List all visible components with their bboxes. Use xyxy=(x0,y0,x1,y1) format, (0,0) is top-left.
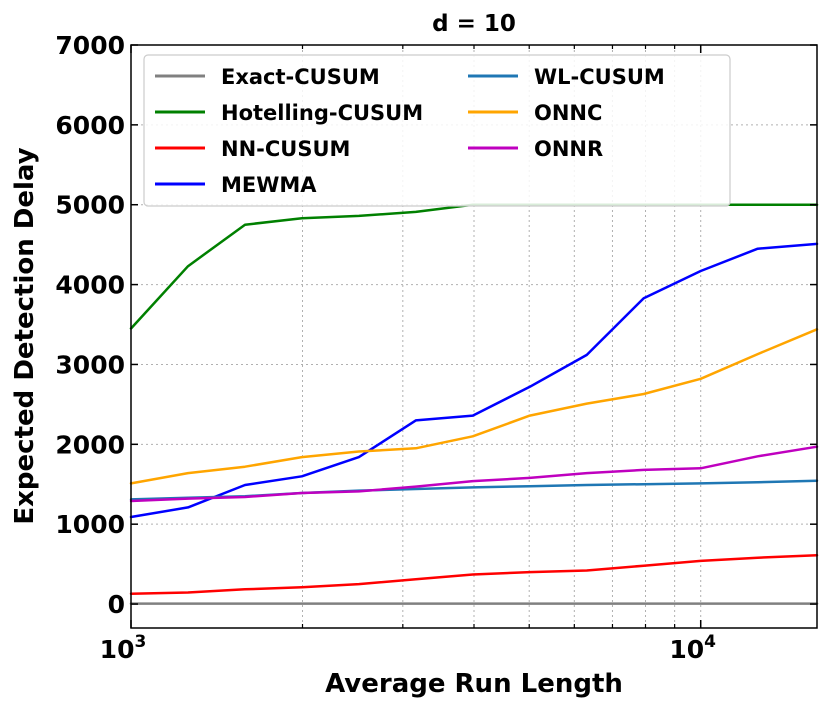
series-line-onnc xyxy=(129,328,819,485)
y-tick-label: 0 xyxy=(108,590,125,619)
legend-label-onnc: ONNC xyxy=(534,101,602,125)
series-line-nn-cusum xyxy=(129,554,819,595)
y-tick-label: 5000 xyxy=(55,191,125,220)
y-tick-label: 3000 xyxy=(55,350,125,379)
x-tick-label: 104 xyxy=(669,632,716,664)
y-tick-label: 1000 xyxy=(55,510,125,539)
chart-title: d = 10 xyxy=(432,11,516,37)
series-lines xyxy=(129,203,819,605)
legend-box xyxy=(143,54,731,207)
y-tick-label: 4000 xyxy=(55,271,125,300)
x-tick-label: 103 xyxy=(100,632,147,664)
legend-label-nn-cusum: NN-CUSUM xyxy=(221,137,350,161)
legend-label-wl-cusum: WL-CUSUM xyxy=(534,65,665,89)
legend-label-hotelling-cusum: Hotelling-CUSUM xyxy=(221,101,423,125)
legend-label-onnr: ONNR xyxy=(534,137,603,161)
y-tick-label: 7000 xyxy=(55,31,125,60)
y-tick-label: 6000 xyxy=(55,111,125,140)
y-tick-label: 2000 xyxy=(55,430,125,459)
legend-label-exact-cusum: Exact-CUSUM xyxy=(221,65,380,89)
x-axis-label: Average Run Length xyxy=(325,669,623,699)
legend: Exact-CUSUM Hotelling-CUSUM NN-CUSUM MEWMA W… xyxy=(143,54,731,207)
y-axis-label: Expected Detection Delay xyxy=(10,147,40,524)
legend-label-mewma: MEWMA xyxy=(221,173,317,197)
series-line-mewma xyxy=(129,242,819,519)
axis-ticks: 0 1000 2000 3000 4000 5000 6000 7000 103 104 xyxy=(55,31,817,664)
series-line-onnr xyxy=(129,445,819,503)
